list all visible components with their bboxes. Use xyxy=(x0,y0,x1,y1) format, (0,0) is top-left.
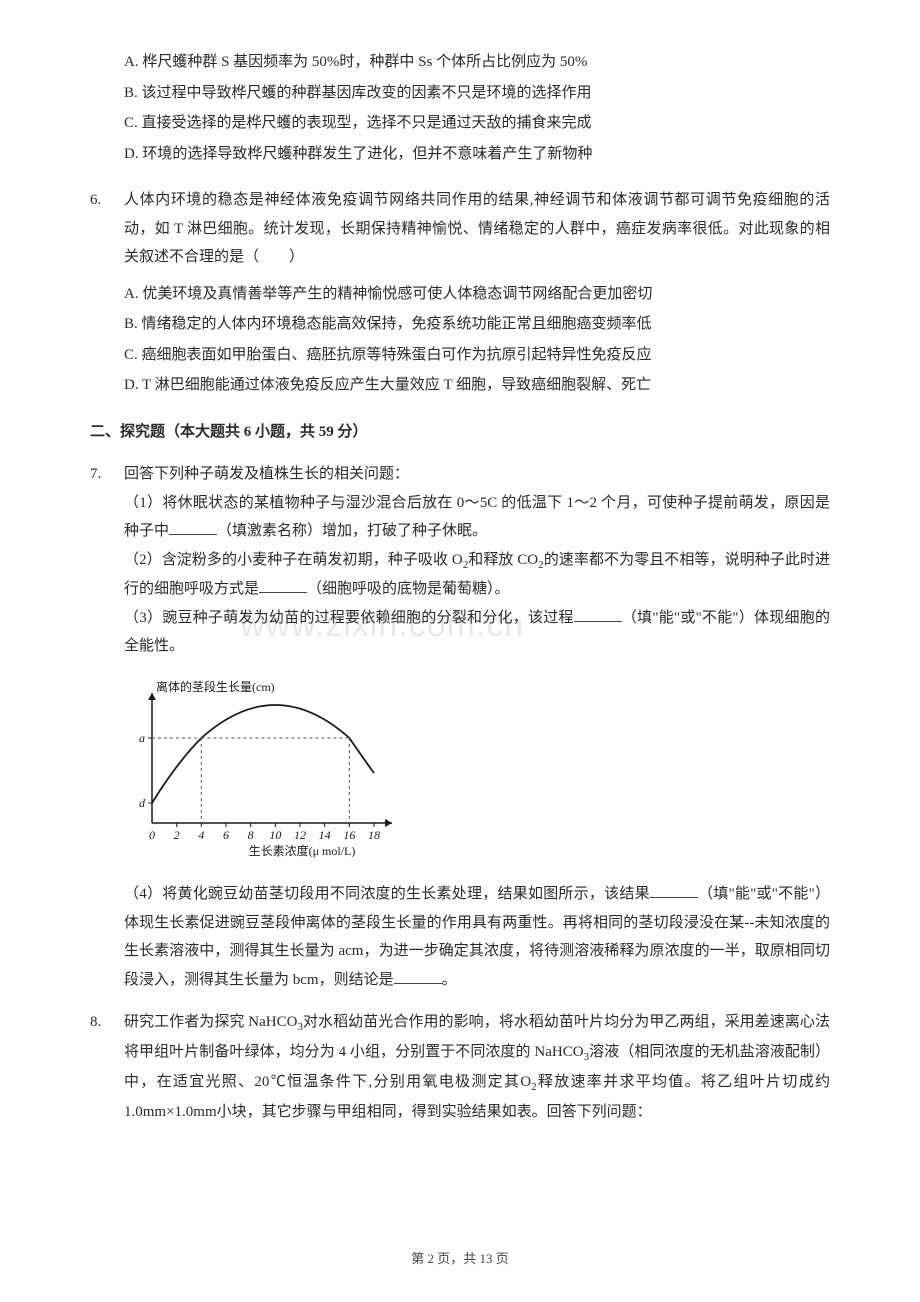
q7-p3a: （3）豌豆种子萌发为幼苗的过程要依赖细胞的分裂和分化，该过程 xyxy=(124,610,574,626)
chart-svg: 离体的茎段生长量(cm) 0 2 4 6 8 10 12 14 16 18 生长素浓度(μ mol/L… xyxy=(124,673,404,858)
q6-stem: 人体内环境的稳态是神经体液免疫调节网络共同作用的结果,神经调节和体液调节都可调节… xyxy=(124,192,830,265)
q6-option-d: D. T 淋巴细胞能通过体液免疫反应产生大量效应 T 细胞，导致癌细胞裂解、死亡 xyxy=(124,371,830,400)
q6-body: 人体内环境的稳态是神经体液免疫调节网络共同作用的结果,神经调节和体液调节都可调节… xyxy=(124,186,830,272)
svg-text:14: 14 xyxy=(319,828,331,842)
svg-text:18: 18 xyxy=(368,828,380,842)
q5-option-a: A. 桦尺蠖种群 S 基因频率为 50%时，种群中 Ss 个体所占比例应为 50… xyxy=(124,48,830,77)
page-footer: 第 2 页，共 13 页 xyxy=(0,1247,920,1272)
q7-p2d: （细胞呼吸的底物是葡萄糖）。 xyxy=(307,581,510,597)
footer-text: 第 2 页，共 13 页 xyxy=(411,1251,509,1266)
q6-option-b: B. 情绪稳定的人体内环境稳态能高效保持，免疫系统功能正常且细胞癌变频率低 xyxy=(124,310,830,339)
q7-body: 回答下列种子萌发及植株生长的相关问题： （1）将休眠状态的某植物种子与湿沙混合后… xyxy=(124,460,830,994)
svg-text:12: 12 xyxy=(294,828,306,842)
svg-text:8: 8 xyxy=(248,828,254,842)
q7: 7. 回答下列种子萌发及植株生长的相关问题： （1）将休眠状态的某植物种子与湿沙… xyxy=(90,460,830,994)
q7-number: 7. xyxy=(90,460,118,489)
q8-number: 8. xyxy=(90,1008,118,1037)
q7-intro: 回答下列种子萌发及植株生长的相关问题： xyxy=(124,466,409,482)
section-2-header: 二、探究题（本大题共 6 小题，共 59 分） xyxy=(90,418,830,447)
blank xyxy=(574,607,622,622)
q8: 8. 研究工作者为探究 NaHCO3对水稻幼苗光合作用的影响，将水稻幼苗叶片均分… xyxy=(90,1008,830,1126)
q8-stem-a: 研究工作者为探究 NaHCO xyxy=(124,1014,297,1030)
q6-option-c: C. 癌细胞表面如甲胎蛋白、癌胚抗原等特殊蛋白可作为抗原引起特异性免疫反应 xyxy=(124,341,830,370)
svg-text:0: 0 xyxy=(149,828,155,842)
q5-option-d: D. 环境的选择导致桦尺蠖种群发生了进化，但并不意味着产生了新物种 xyxy=(124,140,830,169)
q5-options: A. 桦尺蠖种群 S 基因频率为 50%时，种群中 Ss 个体所占比例应为 50… xyxy=(124,48,830,168)
svg-text:4: 4 xyxy=(198,828,204,842)
blank xyxy=(394,969,442,984)
svg-text:16: 16 xyxy=(343,828,355,842)
svg-text:离体的茎段生长量(cm): 离体的茎段生长量(cm) xyxy=(156,679,275,694)
q6-options: A. 优美环境及真情善举等产生的精神愉悦感可使人体稳态调节网络配合更加密切 B.… xyxy=(124,280,830,400)
q7-p2a: （2）含淀粉多的小麦种子在萌发初期，种子吸收 O xyxy=(124,552,463,568)
svg-text:生长素浓度(μ mol/L): 生长素浓度(μ mol/L) xyxy=(249,843,356,858)
q6: 6. 人体内环境的稳态是神经体液免疫调节网络共同作用的结果,神经调节和体液调节都… xyxy=(90,186,830,272)
svg-text:6: 6 xyxy=(223,828,229,842)
q6-option-a: A. 优美环境及真情善举等产生的精神愉悦感可使人体稳态调节网络配合更加密切 xyxy=(124,280,830,309)
svg-text:d: d xyxy=(139,796,146,810)
svg-text:a: a xyxy=(139,731,145,745)
svg-text:10: 10 xyxy=(269,828,281,842)
q7-p4c: 。 xyxy=(442,972,457,988)
q5-option-c: C. 直接受选择的是桦尺蠖的表现型，选择不只是通过天敌的捕食来完成 xyxy=(124,109,830,138)
blank xyxy=(259,578,307,593)
blank xyxy=(650,883,698,898)
page-content: A. 桦尺蠖种群 S 基因频率为 50%时，种群中 Ss 个体所占比例应为 50… xyxy=(90,48,830,1127)
q6-number: 6. xyxy=(90,186,118,215)
q8-body: 研究工作者为探究 NaHCO3对水稻幼苗光合作用的影响，将水稻幼苗叶片均分为甲乙… xyxy=(124,1008,830,1126)
svg-text:2: 2 xyxy=(174,828,180,842)
growth-chart: 离体的茎段生长量(cm) 0 2 4 6 8 10 12 14 16 18 生长素浓度(μ mol/L… xyxy=(124,673,830,869)
q7-p4a: （4）将黄化豌豆幼苗茎切段用不同浓度的生长素处理，结果如图所示，该结果 xyxy=(124,886,650,902)
blank xyxy=(169,520,217,535)
q7-p2b: 和释放 CO xyxy=(468,552,538,568)
q5-option-b: B. 该过程中导致桦尺蠖的种群基因库改变的因素不只是环境的选择作用 xyxy=(124,79,830,108)
q7-p1b: （填激素名称）增加，打破了种子休眠。 xyxy=(217,523,487,539)
